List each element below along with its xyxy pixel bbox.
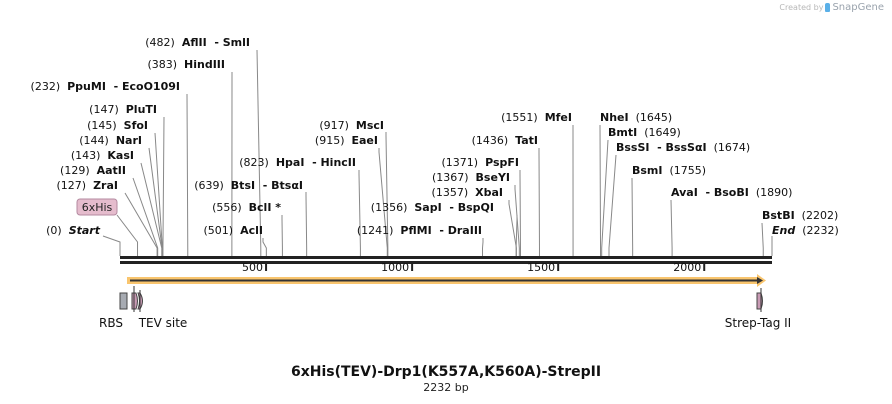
restriction-site-bstbi[interactable]: BstBI (2202): [762, 209, 838, 222]
feature-6xhis[interactable]: [131, 292, 138, 310]
svg-text:1500: 1500: [527, 261, 555, 274]
svg-text:(1436) TatI: (1436) TatI: [472, 134, 538, 147]
start-marker: (0) Start: [46, 224, 101, 237]
restriction-site-zrai[interactable]: (127) ZraI: [57, 179, 119, 192]
strep-tag-ii-label: Strep-Tag II: [725, 316, 791, 330]
ruler: 500 1000 1500 2000: [242, 261, 706, 274]
svg-text:(143) KasI: (143) KasI: [71, 149, 134, 162]
svg-text:(147) PluTI: (147) PluTI: [89, 103, 157, 116]
svg-text:BstBI (2202): BstBI (2202): [762, 209, 838, 222]
restriction-site-pluti[interactable]: (147) PluTI: [89, 103, 157, 116]
restriction-site-bseyi[interactable]: (1367) BseYI: [432, 171, 510, 184]
restriction-site-aatii[interactable]: (129) AatII: [60, 164, 126, 177]
svg-text:(1367) BseYI: (1367) BseYI: [432, 171, 510, 184]
restriction-site-btsi[interactable]: (639) BtsI - BtsαI: [194, 179, 303, 192]
restriction-site-tati[interactable]: (1436) TatI: [472, 134, 538, 147]
credit-brand: SnapGene: [832, 2, 884, 13]
svg-text:(1371) PspFI: (1371) PspFI: [442, 156, 519, 169]
svg-text:(1357) XbaI: (1357) XbaI: [432, 186, 503, 199]
restriction-site-xbai[interactable]: (1357) XbaI: [432, 186, 503, 199]
svg-text:(482) AflII - SmlI: (482) AflII - SmlI: [145, 36, 250, 49]
feature-labels: RBS TEV site Strep-Tag II: [99, 316, 791, 330]
svg-text:500: 500: [242, 261, 263, 274]
svg-text:(917) MscI: (917) MscI: [319, 119, 384, 132]
end-marker: End (2232): [772, 224, 839, 237]
svg-text:(823) HpaI - HincII: (823) HpaI - HincII: [239, 156, 356, 169]
cut-lines: [102, 49, 773, 256]
restriction-site-sapi[interactable]: (1356) SapI - BspQI: [371, 201, 494, 214]
svg-text:(1551) MfeI: (1551) MfeI: [501, 111, 572, 124]
svg-text:(144) NarI: (144) NarI: [79, 134, 142, 147]
orf-arrow[interactable]: [127, 274, 766, 287]
svg-text:(127) ZraI: (127) ZraI: [57, 179, 119, 192]
restriction-site-acli[interactable]: (501) AclI: [204, 224, 263, 237]
restriction-site-pspfi[interactable]: (1371) PspFI: [442, 156, 519, 169]
restriction-site-eaei[interactable]: (915) EaeI: [315, 134, 378, 147]
restriction-site-pflmi[interactable]: (1241) PflMI - DraIII: [357, 224, 482, 237]
svg-text:(1356) SapI - BspQI: (1356) SapI - BspQI: [371, 201, 494, 214]
svg-text:BmtI (1649): BmtI (1649): [608, 126, 681, 139]
svg-text:BssSI - BssSαI (1674): BssSI - BssSαI (1674): [616, 141, 750, 154]
tev-site-label: TEV site: [138, 316, 188, 330]
restriction-site-hindiii[interactable]: (383) HindIII: [147, 58, 225, 71]
restriction-site-nari[interactable]: (144) NarI: [79, 134, 142, 147]
restriction-site-nhei[interactable]: NheI (1645): [600, 111, 672, 124]
svg-text:NheI (1645): NheI (1645): [600, 111, 672, 124]
restriction-site-bsssi[interactable]: BssSI - BssSαI (1674): [616, 141, 750, 154]
svg-text:(232) PpuMI - EcoO109I: (232) PpuMI - EcoO109I: [31, 80, 180, 93]
restriction-site-avai[interactable]: AvaI - BsoBI (1890): [671, 186, 792, 199]
features: [119, 286, 763, 312]
restriction-site-bsmi[interactable]: BsmI (1755): [632, 164, 706, 177]
svg-text:AvaI - BsoBI (1890): AvaI - BsoBI (1890): [671, 186, 792, 199]
svg-text:(1241) PflMI - DraIII: (1241) PflMI - DraIII: [357, 224, 482, 237]
svg-text:(383) HindIII: (383) HindIII: [147, 58, 225, 71]
svg-text:2000: 2000: [673, 261, 701, 274]
feature-label-6xhis[interactable]: 6xHis: [76, 198, 118, 216]
restriction-site-kasi[interactable]: (143) KasI: [71, 149, 134, 162]
svg-text:6xHis: 6xHis: [82, 201, 113, 214]
svg-text:1000: 1000: [381, 261, 409, 274]
svg-text:(145) SfoI: (145) SfoI: [87, 119, 148, 132]
restriction-site-mfei[interactable]: (1551) MfeI: [501, 111, 572, 124]
svg-text:(0) Start: (0) Start: [46, 224, 101, 237]
feature-strep-tag-ii[interactable]: [756, 292, 763, 310]
dna-backbone: [120, 256, 772, 264]
restriction-site-ppumi[interactable]: (232) PpuMI - EcoO109I: [31, 80, 180, 93]
construct-length: 2232 bp: [423, 381, 469, 394]
svg-text:(129) AatII: (129) AatII: [60, 164, 126, 177]
svg-text:(639) BtsI - BtsαI: (639) BtsI - BtsαI: [194, 179, 303, 192]
svg-text:(501) AclI: (501) AclI: [204, 224, 263, 237]
credit-prefix: Created by: [779, 3, 824, 12]
restriction-site-sfoi[interactable]: (145) SfoI: [87, 119, 148, 132]
site-labels: (482) AflII - SmlI (383) HindIII (232) Ppu…: [31, 36, 839, 237]
svg-text:BsmI (1755): BsmI (1755): [632, 164, 706, 177]
snapgene-credit: Created by SnapGene: [779, 2, 884, 13]
restriction-site-msci[interactable]: (917) MscI: [319, 119, 384, 132]
svg-text:End (2232): End (2232): [772, 224, 839, 237]
restriction-site-bmti[interactable]: BmtI (1649): [608, 126, 681, 139]
construct-title: 6xHis(TEV)-Drp1(K557A,K560A)-StrepII: [290, 364, 602, 380]
rbs-label: RBS: [99, 316, 123, 330]
restriction-site-bcli[interactable]: (556) BclI *: [212, 201, 281, 214]
restriction-site-aflii[interactable]: (482) AflII - SmlI: [145, 36, 250, 49]
svg-text:(915) EaeI: (915) EaeI: [315, 134, 378, 147]
svg-text:(556) BclI *: (556) BclI *: [212, 201, 281, 214]
snapgene-logo-icon: [825, 3, 831, 12]
feature-rbs[interactable]: [119, 292, 128, 310]
restriction-site-hpai[interactable]: (823) HpaI - HincII: [239, 156, 356, 169]
